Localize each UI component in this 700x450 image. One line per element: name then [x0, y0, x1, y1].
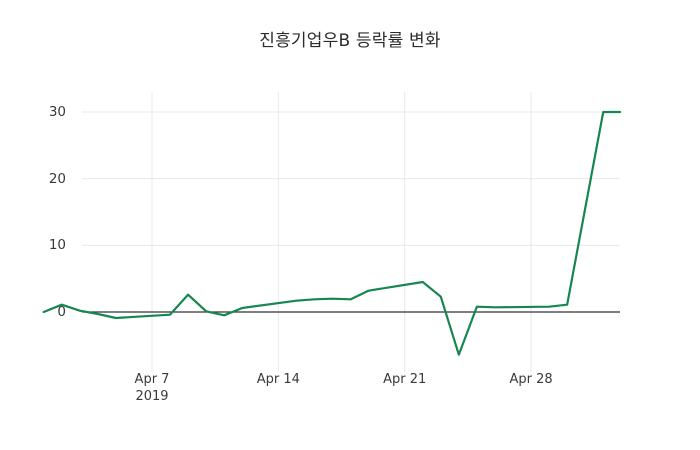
- x-tick-label: Apr 28: [509, 372, 553, 387]
- x-tick-label: Apr 14: [256, 372, 300, 387]
- y-tick-label: 20: [48, 170, 66, 187]
- x-tick-label: Apr 7 2019: [134, 372, 170, 404]
- y-tick-label: 0: [57, 304, 66, 320]
- chart-title: 진흥기업우B 등락률 변화: [259, 31, 441, 51]
- y-tick-label: 10: [48, 237, 66, 254]
- y-tick-label: 30: [48, 103, 66, 120]
- data-line-series-1: [42, 110, 622, 356]
- x-tick-label: Apr 21: [383, 372, 427, 387]
- vertical-gridlines: [151, 91, 532, 372]
- horizontal-gridlines: [82, 111, 620, 246]
